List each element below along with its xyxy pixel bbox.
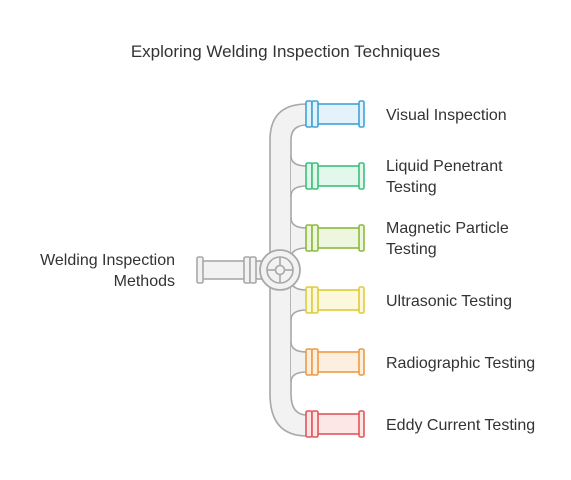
eddy-current-testing-label: Eddy Current Testing — [386, 415, 566, 436]
branch-connector — [290, 217, 308, 259]
diagram-title: Exploring Welding Inspection Techniques — [130, 42, 441, 61]
eddy-current-testing-label-line: Eddy Current Testing — [386, 416, 536, 434]
liquid-penetrant-testing-pipe — [305, 162, 365, 190]
ultrasonic-testing-label-line: Ultrasonic Testing — [386, 292, 512, 310]
radiographic-testing-pipe — [305, 348, 365, 376]
valve-wheel-icon — [259, 249, 301, 291]
ultrasonic-testing-pipe — [305, 286, 365, 314]
branch-connector — [290, 155, 308, 197]
visual-inspection-label-line: Visual Inspection — [386, 106, 507, 124]
liquid-penetrant-testing-label-line: Liquid Penetrant — [386, 158, 503, 175]
magnetic-particle-testing-label-line: Testing — [386, 241, 437, 258]
ultrasonic-testing-label: Ultrasonic Testing — [386, 291, 566, 312]
branch-connector — [290, 341, 308, 383]
input-pipe — [196, 256, 263, 284]
visual-inspection-label: Visual Inspection — [386, 105, 566, 126]
magnetic-particle-testing-pipe — [305, 224, 365, 252]
branch-pipes — [305, 100, 365, 438]
liquid-penetrant-testing-label: Liquid Penetrant Testing — [386, 156, 566, 198]
eddy-current-testing-pipe — [305, 410, 365, 438]
liquid-penetrant-testing-label-line: Testing — [386, 179, 437, 196]
radiographic-testing-label: Radiographic Testing — [386, 353, 566, 374]
visual-inspection-pipe — [305, 100, 365, 128]
radiographic-testing-label-line: Radiographic Testing — [386, 354, 536, 372]
branch-stubs — [290, 155, 308, 383]
hub-label-line-1: Welding Inspection — [40, 252, 175, 269]
hub-label-line-2: Methods — [113, 273, 175, 290]
magnetic-particle-testing-label: Magnetic Particle Testing — [386, 218, 566, 260]
magnetic-particle-testing-label-line: Magnetic Particle — [386, 220, 509, 237]
hub-label: Welding Inspection Methods — [10, 250, 175, 292]
